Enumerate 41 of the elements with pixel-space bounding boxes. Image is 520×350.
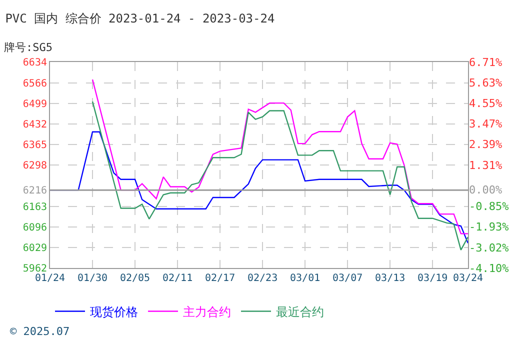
x-tick-label: 02/23 [247, 273, 278, 284]
y2-tick-label: 0.00% [469, 184, 502, 197]
y-tick-label: 6499 [22, 98, 47, 110]
y-tick-label: 6432 [22, 119, 47, 130]
y2-tick-label: 4.55% [469, 97, 502, 110]
x-tick-label: 01/30 [77, 273, 108, 284]
y-tick-label: 6634 [22, 58, 47, 68]
chart-title: PVC 国内 综合价 2023-01-24 - 2023-03-24 [5, 11, 275, 26]
y-tick-label: 6566 [22, 78, 47, 90]
y2-tick-label: -1.93% [469, 220, 510, 234]
x-tick-label: 03/19 [418, 273, 448, 284]
y2-tick-label: -4.10% [469, 262, 510, 275]
y2-tick-label: 5.63% [469, 76, 502, 90]
y-tick-label: 6029 [22, 242, 47, 254]
y-tick-label: 6216 [22, 186, 47, 197]
y-tick-label: 6298 [22, 160, 47, 172]
y2-tick-label: 2.39% [469, 138, 502, 152]
y-tick-label: 5962 [22, 264, 47, 274]
line-series [92, 78, 468, 234]
y-tick-label: 6096 [22, 222, 47, 234]
x-tick-label: 03/24 [452, 273, 484, 284]
x-tick-label: 02/05 [120, 273, 150, 284]
chart-subtitle: 牌号:SG5 [4, 41, 52, 54]
x-tick-label: 03/07 [332, 273, 363, 284]
y-tick-label: 6163 [22, 202, 47, 213]
legend-label: 主力合约 [183, 304, 231, 319]
x-tick-label: 02/11 [162, 273, 193, 284]
legend-label: 最近合约 [276, 304, 324, 319]
text: © 2025.07 [10, 325, 70, 338]
x-tick-label: 02/17 [204, 273, 236, 284]
y2-tick-label: 3.47% [469, 118, 502, 131]
y2-tick-label: 1.31% [469, 158, 502, 172]
x-tick-label: 03/01 [290, 273, 320, 284]
y2-tick-label: -3.02% [469, 241, 510, 254]
y2-tick-label: 6.71% [469, 56, 502, 69]
x-tick-label: 01/24 [34, 273, 66, 284]
y-tick-label: 6365 [22, 140, 47, 151]
line-series [92, 100, 468, 251]
legend-label: 现货价格 [90, 304, 138, 319]
x-tick-label: 03/13 [375, 273, 406, 284]
y2-tick-label: -0.85% [469, 200, 510, 213]
